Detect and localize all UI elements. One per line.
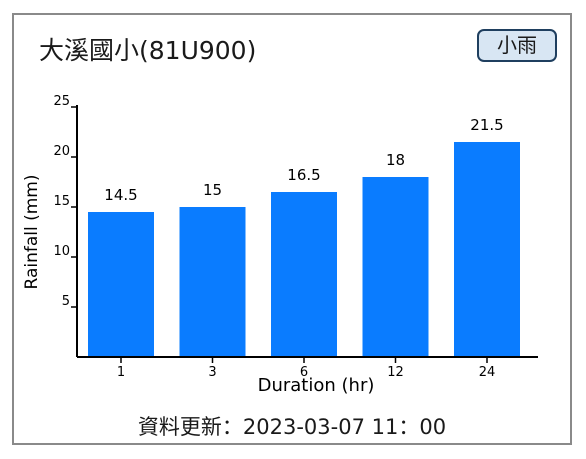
x-tick-label-1: 1 (117, 365, 125, 380)
bar-6 (271, 192, 337, 357)
y-tick-label-25: 25 (53, 94, 70, 109)
update-label: 資料更新： (137, 415, 243, 439)
update-timestamp: 資料更新：2023-03-07 11：00 (14, 411, 570, 441)
station-title: 大溪國小(81U900) (39, 36, 257, 65)
value-label-24: 21.5 (470, 116, 503, 134)
y-tick-label-10: 10 (53, 244, 70, 259)
y-tick-label-20: 20 (53, 144, 70, 159)
x-axis-ticks: 1 3 6 12 24 (117, 357, 495, 380)
x-tick-label-12: 12 (387, 365, 404, 380)
bar-12 (362, 177, 429, 357)
value-label-6: 16.5 (287, 166, 320, 184)
y-tick-label-5: 5 (62, 294, 70, 309)
value-label-3: 15 (203, 181, 222, 199)
bar-24 (454, 142, 520, 357)
value-label-12: 18 (386, 151, 405, 169)
y-tick-label-15: 15 (53, 194, 70, 209)
y-axis-label: Rainfall (mm) (22, 175, 42, 290)
x-tick-label-3: 3 (208, 365, 216, 380)
bar-3 (179, 207, 246, 357)
value-label-1: 14.5 (104, 186, 137, 204)
bar-1 (88, 212, 154, 357)
x-axis-label: Duration (hr) (258, 375, 375, 396)
update-time: 2023-03-07 11：00 (242, 415, 447, 439)
y-axis-ticks: 5 10 15 20 25 (53, 94, 77, 309)
x-tick-label-24: 24 (479, 365, 496, 380)
rain-status-badge[interactable]: 小雨 (477, 29, 557, 62)
rainfall-bar-chart: 14.5 15 16.5 18 21.5 1 3 6 12 24 5 10 15 20 25 Rainf… (22, 94, 538, 396)
bars (88, 142, 520, 357)
x-tick-label-6: 6 (300, 365, 308, 380)
value-labels: 14.5 15 16.5 18 21.5 (104, 116, 503, 204)
rainfall-card: 大溪國小(81U900) 小雨 14.5 15 16.5 18 21.5 1 3 6 12 24… (12, 13, 572, 445)
